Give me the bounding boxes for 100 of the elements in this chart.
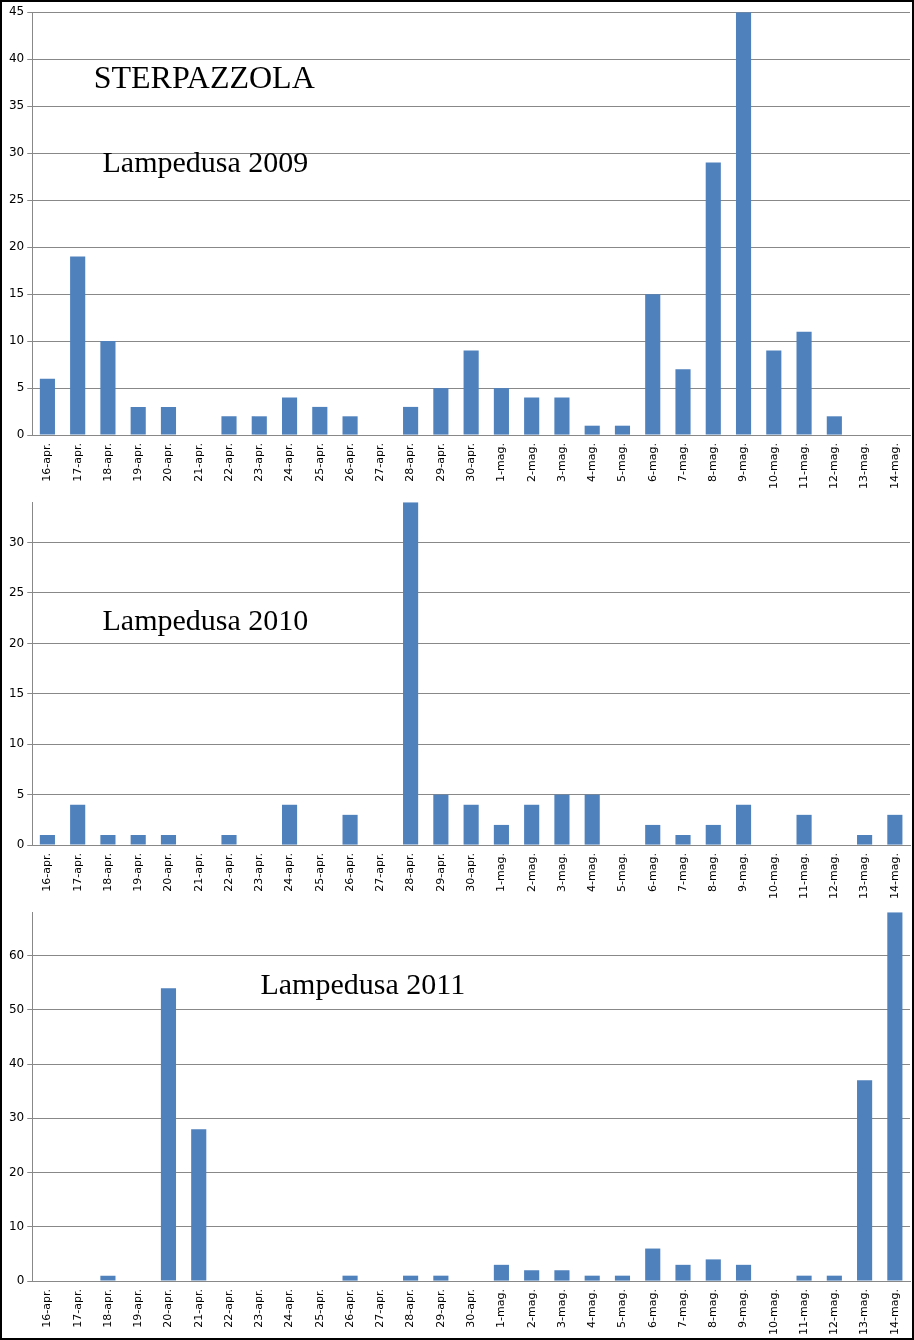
bar <box>645 824 661 845</box>
bar <box>584 794 600 845</box>
bar <box>403 406 419 435</box>
bar <box>524 1270 540 1281</box>
x-tick-label: 4-mag. <box>585 1289 599 1328</box>
bar <box>221 416 237 435</box>
x-tick-label: 23-apr. <box>252 1289 266 1328</box>
bar <box>705 1259 721 1281</box>
y-tick-label: 15 <box>8 685 25 700</box>
x-tick-label: 14-mag. <box>887 1289 901 1335</box>
x-tick-label: 21-apr. <box>191 1289 205 1328</box>
y-tick-label: 20 <box>8 239 25 254</box>
x-tick-label: 25-apr. <box>312 443 326 482</box>
bar <box>130 835 146 845</box>
bar <box>887 814 903 845</box>
bar <box>766 350 782 435</box>
x-tick-label: 10-mag. <box>766 443 780 489</box>
bar <box>826 416 842 435</box>
bar <box>221 835 237 845</box>
x-tick-label: 8-mag. <box>706 1289 720 1328</box>
x-tick-label: 29-apr. <box>433 1289 447 1328</box>
x-tick-label: 1-mag. <box>494 853 508 892</box>
bar <box>705 824 721 845</box>
y-tick-label: 10 <box>8 333 25 348</box>
x-tick-label: 8-mag. <box>706 853 720 892</box>
x-tick-label: 12-mag. <box>827 1289 841 1335</box>
x-tick-label: 27-apr. <box>373 1289 387 1328</box>
bar <box>493 388 509 435</box>
x-tick-label: 4-mag. <box>585 853 599 892</box>
x-tick-label: 19-apr. <box>131 853 145 892</box>
bar <box>584 425 600 435</box>
bar <box>675 369 691 435</box>
y-tick-label: 20 <box>8 1164 25 1179</box>
x-tick-label: 16-apr. <box>40 1289 54 1328</box>
bar <box>554 397 570 435</box>
y-tick-label: 0 <box>16 837 25 852</box>
bar <box>160 835 177 845</box>
x-tick-label: 1-mag. <box>494 1289 508 1328</box>
x-tick-label: 29-apr. <box>433 853 447 892</box>
y-tick-label: 0 <box>16 427 25 442</box>
y-tick-label: 25 <box>8 585 25 600</box>
bar <box>554 794 570 845</box>
x-tick-label: 17-apr. <box>70 853 84 892</box>
bar <box>39 835 55 845</box>
bar <box>614 1275 631 1281</box>
x-tick-label: 12-mag. <box>827 443 841 489</box>
x-tick-label: 22-apr. <box>221 1289 235 1328</box>
bar <box>796 814 812 845</box>
x-tick-label: 25-apr. <box>312 853 326 892</box>
x-tick-label: 21-apr. <box>191 853 205 892</box>
bar <box>675 1264 691 1281</box>
x-tick-label: 28-apr. <box>403 443 417 482</box>
bar <box>433 794 449 845</box>
bar <box>796 1275 812 1281</box>
y-tick-label: 60 <box>8 947 25 962</box>
annotation: Lampedusa 2009 <box>102 145 309 179</box>
x-tick-label: 28-apr. <box>403 853 417 892</box>
bar <box>735 1264 752 1281</box>
x-tick-label: 5-mag. <box>615 443 629 482</box>
annotation: Lampedusa 2010 <box>102 603 309 637</box>
x-tick-label: 10-mag. <box>766 1289 780 1335</box>
x-tick-label: 5-mag. <box>615 1289 629 1328</box>
y-tick-label: 20 <box>8 635 25 650</box>
x-tick-label: 13-mag. <box>857 443 871 489</box>
x-tick-label: 17-apr. <box>70 1289 84 1328</box>
x-tick-label: 9-mag. <box>736 1289 750 1328</box>
bar <box>100 835 116 845</box>
x-tick-label: 16-apr. <box>40 853 54 892</box>
annotation: Lampedusa 2011 <box>260 966 466 1000</box>
bar <box>675 835 691 845</box>
x-tick-label: 11-mag. <box>796 1289 810 1335</box>
bar <box>463 804 479 845</box>
bar <box>735 804 752 845</box>
x-tick-label: 2-mag. <box>524 1289 538 1328</box>
bar <box>312 406 328 435</box>
bar <box>70 804 86 845</box>
bar <box>645 294 661 435</box>
x-tick-label: 6-mag. <box>645 443 659 482</box>
x-tick-label: 2-mag. <box>524 443 538 482</box>
bar <box>433 1275 449 1281</box>
x-tick-label: 24-apr. <box>282 853 296 892</box>
x-tick-label: 18-apr. <box>100 443 114 482</box>
bar <box>281 397 298 435</box>
bar <box>796 331 812 435</box>
bar <box>160 988 177 1281</box>
bar <box>493 1264 509 1281</box>
bar <box>130 406 146 435</box>
bar <box>342 416 358 435</box>
x-tick-label: 20-apr. <box>161 853 175 892</box>
x-tick-label: 17-apr. <box>70 443 84 482</box>
x-tick-label: 7-mag. <box>675 443 689 482</box>
bar <box>100 341 116 435</box>
y-tick-label: 40 <box>8 51 25 66</box>
bar <box>857 1080 873 1281</box>
x-tick-label: 13-mag. <box>857 853 871 899</box>
bar <box>281 804 298 845</box>
x-tick-label: 9-mag. <box>736 443 750 482</box>
y-tick-label: 45 <box>8 4 25 19</box>
x-tick-label: 6-mag. <box>645 1289 659 1328</box>
x-tick-label: 12-mag. <box>827 853 841 899</box>
